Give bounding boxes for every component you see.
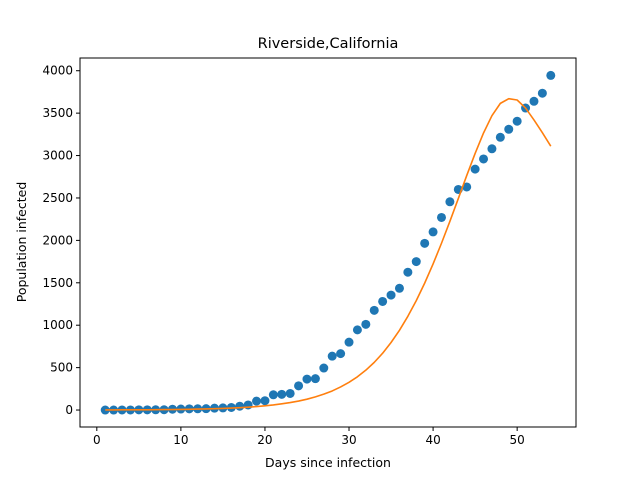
data-point [294,381,304,391]
chart-title: Riverside,California [258,36,399,52]
data-point [336,349,346,359]
data-point [252,396,262,406]
y-tick-label: 1000 [42,318,73,332]
data-point [462,182,472,192]
axes: 0 10 20 30 40 5005001000150020002500300035004… [42,57,577,447]
data-point [319,363,329,373]
series-fit-line [105,97,552,411]
data-point [504,124,514,134]
data-point [411,257,421,267]
data-point [403,267,413,277]
y-tick-label: 4000 [42,64,73,78]
series-observed [100,70,556,415]
data-point [344,337,354,347]
data-point [529,96,539,106]
data-point [361,319,371,329]
data-point [479,154,489,164]
data-point [260,396,270,406]
y-tick-label: 2000 [42,233,73,247]
data-point [310,374,320,384]
x-tick-label: 0 [93,433,101,447]
data-point [327,351,337,361]
data-point [352,325,362,335]
data-point [436,212,446,222]
x-axis-label: Days since infection [265,455,391,470]
data-point [487,144,497,154]
x-tick-label: 30 [341,433,356,447]
data-point [470,164,480,174]
data-point [369,305,379,315]
data-point [302,374,312,384]
y-tick-label: 3500 [42,106,73,120]
x-tick-label: 40 [425,433,440,447]
data-point [378,296,388,306]
y-tick-label: 500 [50,361,73,375]
data-point [428,227,438,237]
x-tick-label: 20 [257,433,272,447]
data-point [268,390,278,400]
y-tick-label: 0 [65,403,73,417]
y-tick-label: 3000 [42,149,73,163]
y-axis-label: Population infected [14,182,29,303]
data-point [546,70,556,80]
plot-area [100,70,556,415]
data-point [285,388,295,398]
y-tick-label: 2500 [42,191,73,205]
data-point [495,132,505,142]
data-point [420,238,430,248]
x-tick-label: 50 [510,433,525,447]
data-point [235,401,245,411]
data-point [386,290,396,300]
data-point [394,283,404,293]
data-point [445,197,455,207]
data-point [512,116,522,126]
data-point [537,88,547,98]
axes-frame [79,57,577,428]
data-point [277,389,287,399]
y-tick-label: 1500 [42,276,73,290]
x-tick-label: 10 [173,433,188,447]
